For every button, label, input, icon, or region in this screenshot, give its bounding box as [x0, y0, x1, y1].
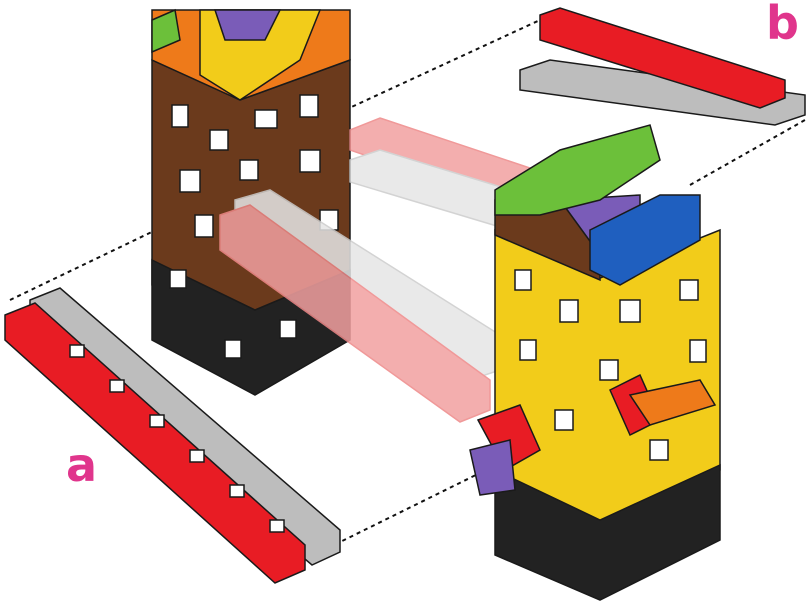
white-tile: [689, 339, 707, 363]
connector-line: [689, 119, 806, 186]
white-tile: [209, 129, 229, 151]
white-tile: [299, 149, 321, 173]
white-tile: [109, 379, 125, 393]
connector-line: [344, 19, 541, 111]
right-tower-base-black: [494, 463, 721, 601]
white-tile: [171, 104, 189, 128]
white-tile: [619, 299, 641, 323]
white-tile: [599, 359, 619, 381]
white-tile: [229, 484, 245, 498]
white-tile: [194, 214, 214, 238]
white-tile: [239, 159, 259, 181]
white-tile: [179, 169, 201, 193]
right-tower-purple-piece: [469, 439, 516, 496]
white-tile: [279, 319, 297, 339]
white-tile: [519, 339, 537, 361]
white-tile: [514, 269, 532, 291]
left-tower-holes: [169, 94, 339, 359]
connector-lines: [9, 19, 806, 549]
white-tile: [169, 269, 187, 289]
right-tower: [469, 124, 721, 601]
strip-a: [4, 287, 341, 584]
white-tile: [189, 449, 205, 463]
strip-a-red: [4, 302, 306, 584]
strip-b-red: [539, 7, 786, 109]
label-b: b: [766, 0, 799, 50]
white-tile: [554, 409, 574, 431]
strip-b-gray: [519, 59, 806, 126]
right-tower-holes: [514, 269, 707, 461]
white-tile: [224, 339, 242, 359]
strip-a-holes: [69, 344, 285, 533]
right-tower-cap-blue: [589, 194, 701, 286]
bridge-lower-pink: [219, 204, 491, 423]
left-tower-cap-purple: [213, 9, 282, 41]
right-tower-cap-green: [494, 124, 661, 216]
connector-line: [327, 467, 491, 549]
white-tile: [149, 414, 165, 428]
label-a: a: [66, 438, 98, 492]
white-tile: [269, 519, 285, 533]
right-tower-orange-piece: [628, 379, 717, 426]
white-tile: [299, 94, 319, 118]
white-tile: [69, 344, 85, 358]
white-tile: [559, 299, 579, 323]
strip-b: [519, 7, 806, 126]
white-tile: [679, 279, 699, 301]
connector-line: [9, 227, 161, 301]
left-tower-cap-green: [151, 8, 181, 54]
white-tile: [254, 109, 278, 129]
white-tile: [649, 439, 669, 461]
